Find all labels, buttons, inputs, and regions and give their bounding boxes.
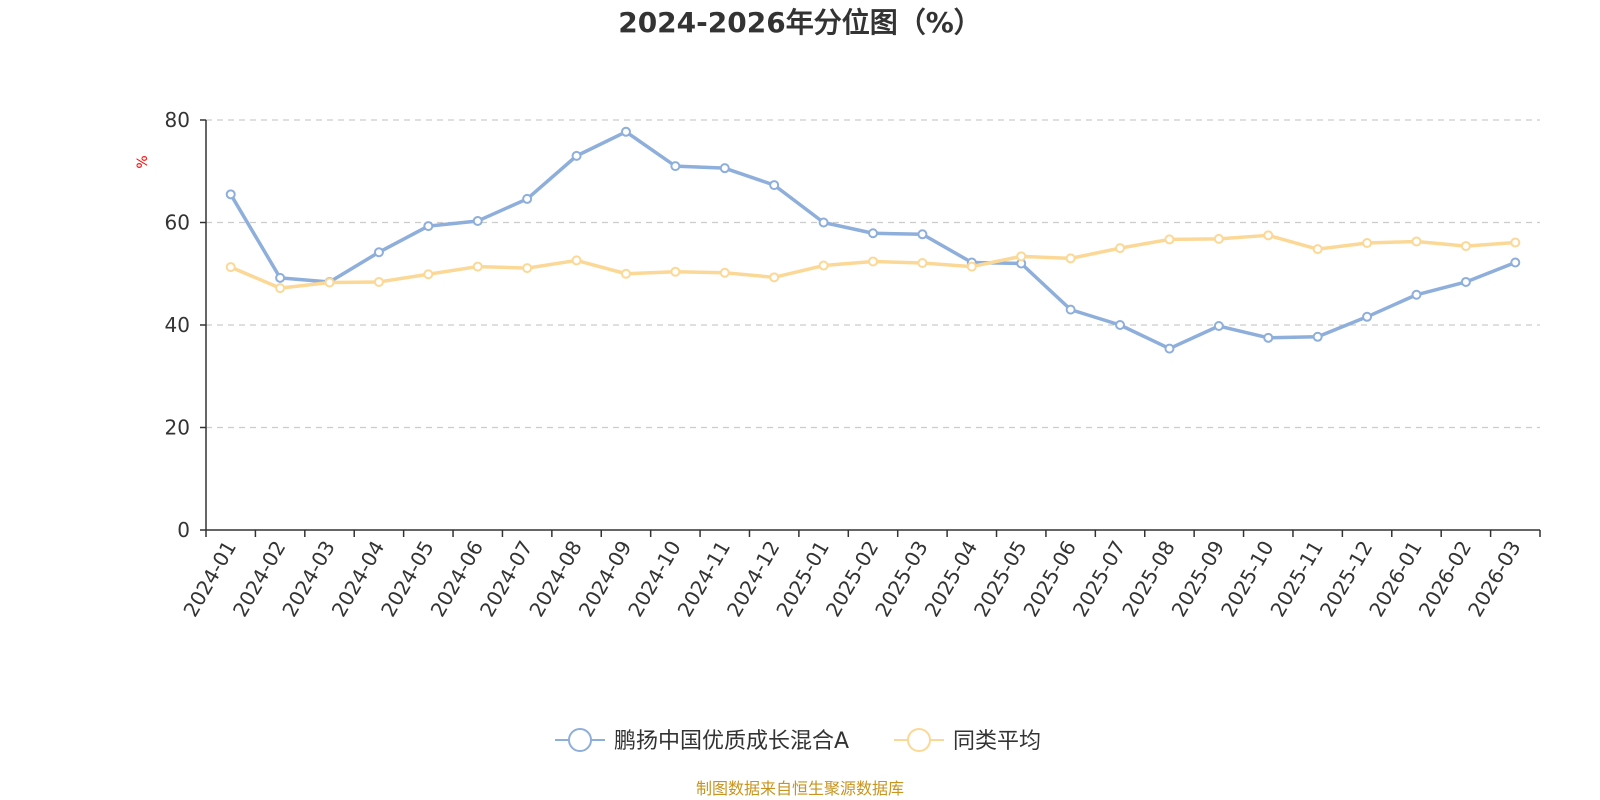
data-point — [571, 255, 582, 266]
data-point — [1016, 251, 1027, 262]
data-point — [1213, 321, 1224, 332]
data-point — [373, 247, 384, 258]
data-point — [1460, 276, 1471, 287]
data-point — [818, 217, 829, 228]
legend-marker — [907, 728, 931, 752]
data-point — [522, 193, 533, 204]
data-point — [275, 272, 286, 283]
data-point — [1263, 332, 1274, 343]
data-point — [1510, 237, 1521, 248]
data-point — [1263, 230, 1274, 241]
data-point — [1411, 236, 1422, 247]
chart-title: 2024-2026年分位图（%） — [618, 6, 982, 39]
series-2 — [225, 230, 1521, 294]
data-point — [423, 221, 434, 232]
axes: 0204060802024-012024-022024-032024-04202… — [165, 108, 1541, 621]
data-point — [620, 126, 631, 137]
legend-label[interactable]: 鹏扬中国优质成长混合A — [614, 729, 849, 754]
data-point — [1312, 331, 1323, 342]
data-point — [719, 267, 730, 278]
data-point — [1312, 244, 1323, 255]
data-point — [1115, 320, 1126, 330]
data-point — [769, 272, 780, 283]
y-tick-label: 20 — [165, 416, 190, 440]
data-point — [670, 161, 681, 172]
y-tick-label: 0 — [177, 518, 190, 542]
data-point — [1065, 304, 1076, 315]
data-point — [225, 189, 236, 200]
data-point — [1164, 343, 1175, 354]
data-point — [423, 269, 434, 280]
data-point — [1460, 241, 1471, 252]
source-note: 制图数据来自恒生聚源数据库 — [696, 779, 904, 798]
y-axis-label: % — [135, 155, 151, 168]
data-point — [373, 276, 384, 287]
legend-label[interactable]: 同类平均 — [953, 729, 1041, 754]
y-tick-label: 80 — [165, 108, 190, 132]
series-layer — [225, 126, 1521, 354]
data-point — [620, 268, 631, 279]
data-point — [1164, 234, 1175, 245]
data-point — [1065, 253, 1076, 264]
series-1 — [225, 126, 1521, 354]
data-point — [472, 215, 483, 226]
data-point — [324, 277, 335, 288]
data-point — [1362, 311, 1373, 322]
legend-marker — [568, 728, 592, 752]
data-point — [1213, 233, 1224, 244]
series-line — [229, 130, 1516, 351]
data-point — [472, 261, 483, 272]
data-point — [966, 261, 977, 272]
data-point — [917, 257, 928, 268]
data-point — [769, 180, 780, 191]
legend: 鹏扬中国优质成长混合A 同类平均 — [555, 728, 1041, 754]
data-point — [1510, 257, 1521, 268]
data-point — [719, 163, 730, 174]
data-point — [1115, 243, 1126, 254]
data-point — [225, 262, 236, 273]
data-point — [275, 283, 286, 294]
data-point — [868, 228, 878, 239]
data-point — [818, 260, 829, 271]
y-tick-label: 40 — [165, 313, 190, 337]
data-point — [1362, 238, 1373, 248]
grid-lines — [206, 119, 1540, 429]
data-point — [868, 256, 878, 267]
data-point — [670, 266, 681, 277]
data-point — [522, 263, 533, 274]
data-point — [571, 150, 582, 161]
data-point — [917, 229, 928, 240]
y-tick-label: 60 — [165, 211, 190, 235]
data-point — [1411, 289, 1422, 300]
